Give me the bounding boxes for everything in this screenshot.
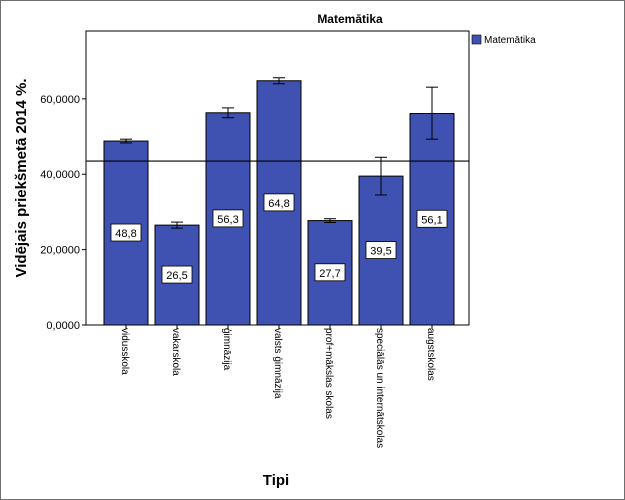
data-label-box xyxy=(416,209,448,228)
data-labels-group: 48,8 26,5 56,3 64,8 27,7 39,5 56,1 xyxy=(110,193,448,284)
data-label-box xyxy=(110,223,142,242)
legend: Matemātika xyxy=(471,34,536,46)
x-category-label: speciālās un internātskolas xyxy=(374,328,385,448)
data-label-box xyxy=(314,263,346,282)
data-label: 39,5 xyxy=(370,246,391,258)
y-axis-title: Vidējais priekšmetā 2014 %. xyxy=(13,78,30,277)
data-label-box xyxy=(161,265,193,284)
y-tick-label: 40,0000 xyxy=(40,169,80,181)
data-label-box xyxy=(212,209,244,228)
y-tick-label: 60,0000 xyxy=(40,94,80,106)
chart-title: Matemātika xyxy=(317,12,383,26)
legend-label: Matemātika xyxy=(484,35,536,46)
x-category-label: augstskolas xyxy=(425,328,436,381)
x-category-label: valsts ģimnāzija xyxy=(272,328,285,399)
data-label: 48,8 xyxy=(115,228,136,240)
x-axis-title: Tipi xyxy=(263,472,289,489)
data-label: 56,3 xyxy=(217,214,238,226)
y-tick-label: 0,0000 xyxy=(46,320,80,332)
x-category-label: prof+mākslas skolas xyxy=(323,328,334,419)
legend-swatch xyxy=(471,34,482,45)
y-tick-label: 20,0000 xyxy=(40,245,80,257)
data-label-box xyxy=(365,241,397,259)
data-label-box xyxy=(263,193,295,212)
x-category-label: vidusskola xyxy=(119,328,130,375)
data-label: 27,7 xyxy=(319,268,340,280)
x-axis-categories: vidusskola vakarskola ģimnāzija valsts ģimn… xyxy=(119,325,436,448)
data-label: 56,1 xyxy=(421,214,442,226)
data-label: 26,5 xyxy=(166,270,187,282)
error-bars-group xyxy=(120,77,438,229)
data-label: 64,8 xyxy=(268,198,289,210)
x-category-label: vakarskola xyxy=(170,328,181,376)
x-category-label: ģimnāzija xyxy=(221,328,234,371)
y-axis: 0,0000 20,0000 40,0000 60,0000 xyxy=(40,94,86,332)
